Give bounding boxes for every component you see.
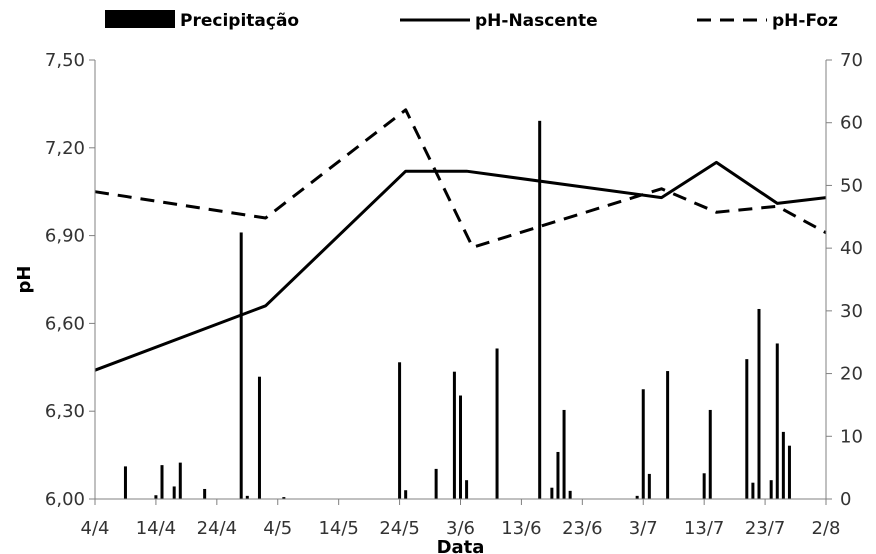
precipitation-bar bbox=[172, 486, 176, 499]
y-tick-label-left: 7,50 bbox=[45, 50, 85, 71]
x-axis-title: Data bbox=[437, 537, 485, 554]
precipitation-bar bbox=[178, 462, 182, 499]
precipitation-bar bbox=[398, 362, 402, 499]
legend-swatch-precipitacao bbox=[105, 10, 175, 28]
y-tick-label-right: 70 bbox=[840, 50, 863, 71]
precipitation-bar bbox=[666, 371, 670, 499]
ph-lines bbox=[94, 108, 827, 372]
precipitation-bar bbox=[757, 308, 761, 499]
ph-foz-line bbox=[94, 108, 827, 249]
legend: Precipitação pH-Nascente pH-Foz bbox=[105, 10, 838, 31]
y-tick-label-left: 6,90 bbox=[45, 226, 85, 247]
x-tick-label: 23/6 bbox=[562, 518, 602, 539]
y-tick-label-right: 10 bbox=[840, 426, 863, 447]
precipitation-bar bbox=[282, 497, 286, 499]
x-tick-label: 13/6 bbox=[501, 518, 541, 539]
precipitation-bar bbox=[245, 495, 249, 499]
legend-label: Precipitação bbox=[180, 11, 299, 31]
legend-label: pH-Foz bbox=[772, 11, 838, 31]
y-axis-title: pH bbox=[14, 266, 35, 294]
x-tick-label: 24/4 bbox=[197, 518, 237, 539]
precipitation-bar bbox=[550, 487, 554, 499]
y-tick-label-right: 40 bbox=[840, 238, 863, 259]
y-tick-label-right: 20 bbox=[840, 364, 863, 385]
precipitation-bar bbox=[556, 451, 560, 499]
precipitation-bar bbox=[708, 409, 712, 499]
x-tick-label: 14/4 bbox=[136, 518, 176, 539]
precipitation-bar bbox=[459, 395, 462, 499]
y-tick-label-left: 6,00 bbox=[45, 489, 85, 510]
x-tick-label: 4/5 bbox=[263, 518, 292, 539]
precipitation-bar bbox=[745, 359, 749, 499]
axis-labels: 6,00 6,30 6,60 6,90 7,20 7,50 0 10 20 30 40 50 60 70 4… bbox=[14, 50, 863, 554]
precipitation-bar bbox=[635, 495, 639, 499]
x-tick-label: 2/8 bbox=[812, 518, 841, 539]
precipitation-bars bbox=[123, 120, 791, 499]
precipitation-bar bbox=[452, 371, 456, 499]
precipitation-bar bbox=[787, 445, 791, 499]
y-tick-label-right: 50 bbox=[840, 175, 863, 196]
ph-nascente-line bbox=[94, 160, 827, 372]
y-tick-label-left: 6,60 bbox=[45, 313, 85, 334]
precipitation-bar bbox=[465, 480, 469, 499]
precipitation-bar bbox=[257, 376, 261, 499]
precipitation-bar bbox=[562, 409, 566, 499]
y-tick-label-left: 7,20 bbox=[45, 138, 85, 159]
y-tick-label-right: 30 bbox=[840, 301, 863, 322]
precipitation-bar bbox=[769, 480, 773, 499]
y-tick-label-left: 6,30 bbox=[45, 401, 85, 422]
precipitation-bar bbox=[775, 343, 779, 499]
precipitation-bar bbox=[538, 120, 542, 499]
precipitation-bar bbox=[203, 488, 207, 499]
x-tick-label: 24/5 bbox=[379, 518, 419, 539]
y-tick-label-right: 0 bbox=[840, 489, 851, 510]
axes bbox=[89, 59, 832, 505]
x-tick-label: 23/7 bbox=[745, 518, 785, 539]
precipitation-bar bbox=[568, 490, 572, 499]
precipitation-bar bbox=[751, 482, 755, 499]
precipitation-bar bbox=[239, 232, 243, 499]
y-tick-label-right: 60 bbox=[840, 113, 863, 134]
precipitation-bar bbox=[404, 490, 408, 499]
legend-label: pH-Nascente bbox=[475, 11, 598, 31]
precipitation-bar bbox=[434, 468, 438, 499]
x-tick-label: 4/4 bbox=[81, 518, 110, 539]
x-tick-label: 14/5 bbox=[318, 518, 358, 539]
precipitation-bar bbox=[495, 348, 499, 499]
precipitation-bar bbox=[123, 466, 127, 499]
x-tick-label: 3/7 bbox=[629, 518, 658, 539]
precipitation-bar bbox=[702, 473, 706, 499]
precipitation-bar bbox=[647, 473, 651, 499]
x-tick-label: 13/7 bbox=[684, 518, 724, 539]
precipitation-bar bbox=[641, 389, 645, 499]
x-tick-label: 3/6 bbox=[446, 518, 475, 539]
precipitation-bar bbox=[154, 495, 158, 499]
precipitation-bar bbox=[160, 465, 164, 499]
precipitation-bar bbox=[781, 431, 785, 499]
